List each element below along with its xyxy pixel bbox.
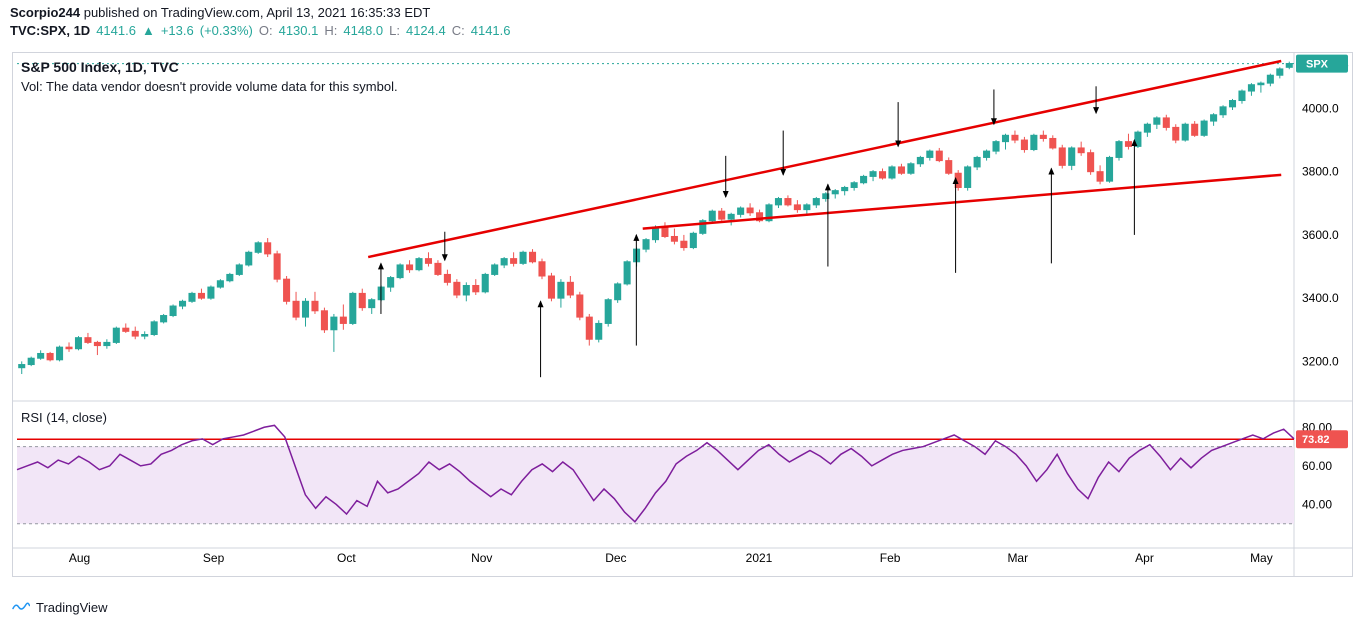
chart-svg: 3200.03400.03600.03800.04000.0‹ USD ›SPX… xyxy=(13,53,1352,576)
svg-text:2021: 2021 xyxy=(746,551,773,565)
svg-text:3800.0: 3800.0 xyxy=(1302,165,1339,179)
l-val: 4124.4 xyxy=(406,23,446,38)
svg-text:Oct: Oct xyxy=(337,551,356,565)
svg-text:Nov: Nov xyxy=(471,551,492,565)
ohlc-bar: TVC:SPX, 1D 4141.6 ▲ +13.6 (+0.33%) O: 41… xyxy=(0,23,1365,44)
o-val: 4130.1 xyxy=(279,23,319,38)
svg-text:Mar: Mar xyxy=(1007,551,1028,565)
symbol: TVC:SPX, 1D xyxy=(10,23,90,38)
rsi-label: RSI (14, close) xyxy=(21,410,107,425)
svg-text:SPX: SPX xyxy=(1306,59,1329,71)
svg-text:May: May xyxy=(1250,551,1273,565)
h-val: 4148.0 xyxy=(343,23,383,38)
publish-meta: published on TradingView.com, April 13, … xyxy=(84,5,431,20)
change: +13.6 xyxy=(161,23,194,38)
last-price: 4141.6 xyxy=(96,23,136,38)
svg-text:73.82: 73.82 xyxy=(1302,434,1330,446)
chart-container[interactable]: S&P 500 Index, 1D, TVC Vol: The data ven… xyxy=(12,52,1353,577)
publish-line: Scorpio244 published on TradingView.com,… xyxy=(0,0,1365,23)
svg-text:Dec: Dec xyxy=(605,551,626,565)
h-label: H: xyxy=(324,23,337,38)
svg-text:40.00: 40.00 xyxy=(1302,497,1332,511)
author: Scorpio244 xyxy=(10,5,80,20)
brand-text: TradingView xyxy=(36,600,108,615)
svg-text:3200.0: 3200.0 xyxy=(1302,354,1339,368)
svg-text:3600.0: 3600.0 xyxy=(1302,228,1339,242)
up-triangle-icon: ▲ xyxy=(142,23,155,38)
svg-text:4000.0: 4000.0 xyxy=(1302,101,1339,115)
chart-title: S&P 500 Index, 1D, TVC xyxy=(21,59,179,75)
svg-text:Aug: Aug xyxy=(69,551,90,565)
footer: TradingView xyxy=(12,600,108,615)
svg-text:Apr: Apr xyxy=(1135,551,1154,565)
volume-note: Vol: The data vendor doesn't provide vol… xyxy=(21,79,398,94)
svg-text:Feb: Feb xyxy=(880,551,901,565)
o-label: O: xyxy=(259,23,273,38)
change-pct: (+0.33%) xyxy=(200,23,253,38)
svg-text:3400.0: 3400.0 xyxy=(1302,291,1339,305)
tradingview-icon xyxy=(12,600,30,615)
c-val: 4141.6 xyxy=(471,23,511,38)
c-label: C: xyxy=(452,23,465,38)
svg-text:Sep: Sep xyxy=(203,551,225,565)
svg-text:60.00: 60.00 xyxy=(1302,459,1332,473)
l-label: L: xyxy=(389,23,400,38)
